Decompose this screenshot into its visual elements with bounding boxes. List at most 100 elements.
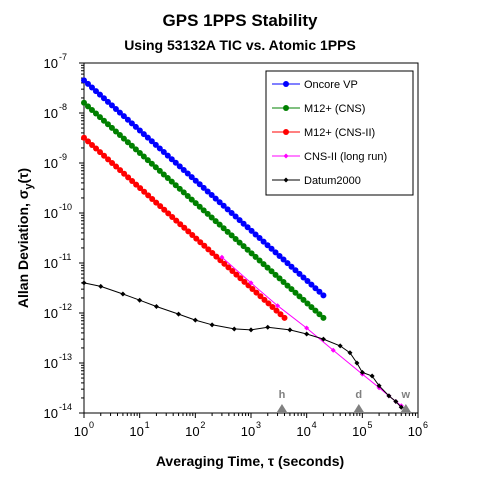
- data-point: [148, 138, 155, 145]
- legend-marker: [283, 177, 289, 183]
- data-point: [393, 398, 399, 404]
- data-point: [100, 95, 107, 102]
- data-point: [228, 209, 235, 216]
- data-point: [275, 303, 281, 309]
- data-point: [196, 181, 203, 188]
- y-tick-label: 10: [44, 206, 58, 221]
- data-point: [253, 289, 260, 296]
- data-point: [153, 303, 159, 309]
- legend: Oncore VP M12+ (CNS) M12+ (CNS-II) CNS-II (…: [265, 70, 414, 196]
- data-point: [232, 235, 239, 242]
- data-point: [244, 246, 251, 253]
- data-point: [124, 116, 131, 123]
- data-point: [265, 300, 272, 307]
- data-point: [132, 146, 139, 153]
- data-point: [240, 243, 247, 250]
- data-point: [296, 293, 303, 300]
- legend-box: [265, 70, 414, 196]
- data-point: [168, 156, 175, 163]
- data-point: [93, 145, 100, 152]
- data-point: [272, 271, 279, 278]
- data-point: [100, 117, 107, 124]
- data-point: [308, 304, 315, 311]
- data-point: [112, 128, 119, 135]
- data-point: [184, 170, 191, 177]
- data-point: [124, 139, 131, 146]
- data-point: [164, 175, 171, 182]
- legend-marker: [283, 153, 289, 159]
- legend-label: M12+ (CNS): [304, 103, 365, 115]
- data-point: [229, 268, 236, 275]
- data-point: [120, 113, 127, 120]
- data-point: [386, 393, 392, 399]
- data-point: [192, 177, 199, 184]
- data-point: [88, 84, 95, 91]
- x-tick-exponent: 1: [145, 420, 150, 430]
- data-point: [112, 106, 119, 113]
- data-point: [272, 249, 279, 256]
- data-point: [98, 283, 104, 289]
- data-point: [188, 196, 195, 203]
- x-tick-label: 10: [129, 424, 143, 439]
- data-point: [200, 207, 207, 214]
- data-point: [252, 231, 259, 238]
- data-point: [120, 135, 127, 142]
- legend-marker: [283, 105, 289, 111]
- marker-d-triangle: [353, 404, 364, 412]
- series-line: [83, 282, 402, 408]
- series-line: [221, 256, 402, 407]
- data-point: [316, 288, 323, 295]
- data-point: [232, 213, 239, 220]
- data-point: [320, 336, 326, 342]
- y-tick-exponent: -11: [59, 252, 71, 262]
- data-point: [284, 282, 291, 289]
- data-point: [280, 256, 287, 263]
- data-point: [276, 252, 283, 259]
- data-point: [125, 174, 132, 181]
- data-point: [140, 131, 147, 138]
- data-point: [312, 307, 319, 314]
- data-point: [157, 203, 164, 210]
- data-point: [193, 235, 200, 242]
- data-point: [280, 279, 287, 286]
- data-point: [181, 224, 188, 231]
- data-point: [221, 260, 228, 267]
- series-2: [81, 134, 288, 321]
- data-point: [300, 296, 307, 303]
- y-tick-label: 10: [44, 256, 58, 271]
- data-point: [264, 264, 271, 271]
- data-point: [216, 199, 223, 206]
- data-point: [248, 227, 255, 234]
- data-point: [168, 178, 175, 185]
- x-tick-exponent: 4: [312, 420, 317, 430]
- data-point: [216, 221, 223, 228]
- data-point: [320, 292, 327, 299]
- data-point: [208, 214, 215, 221]
- y-tick-label: 10: [44, 356, 58, 371]
- chart-title: GPS 1PPS Stability: [163, 11, 318, 30]
- data-point: [136, 127, 143, 134]
- data-point: [96, 91, 103, 98]
- y-tick-label: 10: [44, 106, 58, 121]
- data-point: [129, 177, 136, 184]
- data-point: [376, 383, 382, 389]
- data-point: [173, 217, 180, 224]
- data-point: [248, 280, 254, 286]
- data-point: [209, 322, 215, 328]
- data-point: [220, 202, 227, 209]
- data-point: [312, 285, 319, 292]
- data-point: [172, 159, 179, 166]
- x-axis-label: Averaging Time, τ (seconds): [156, 453, 344, 469]
- y-tick-label: 10: [44, 156, 58, 171]
- data-point: [304, 331, 310, 337]
- data-point: [192, 317, 198, 323]
- data-point: [273, 307, 280, 314]
- data-point: [241, 278, 248, 285]
- data-point: [231, 326, 237, 332]
- marker-h-triangle: [276, 404, 287, 412]
- data-point: [116, 132, 123, 139]
- y-tick-label: 10: [44, 56, 58, 71]
